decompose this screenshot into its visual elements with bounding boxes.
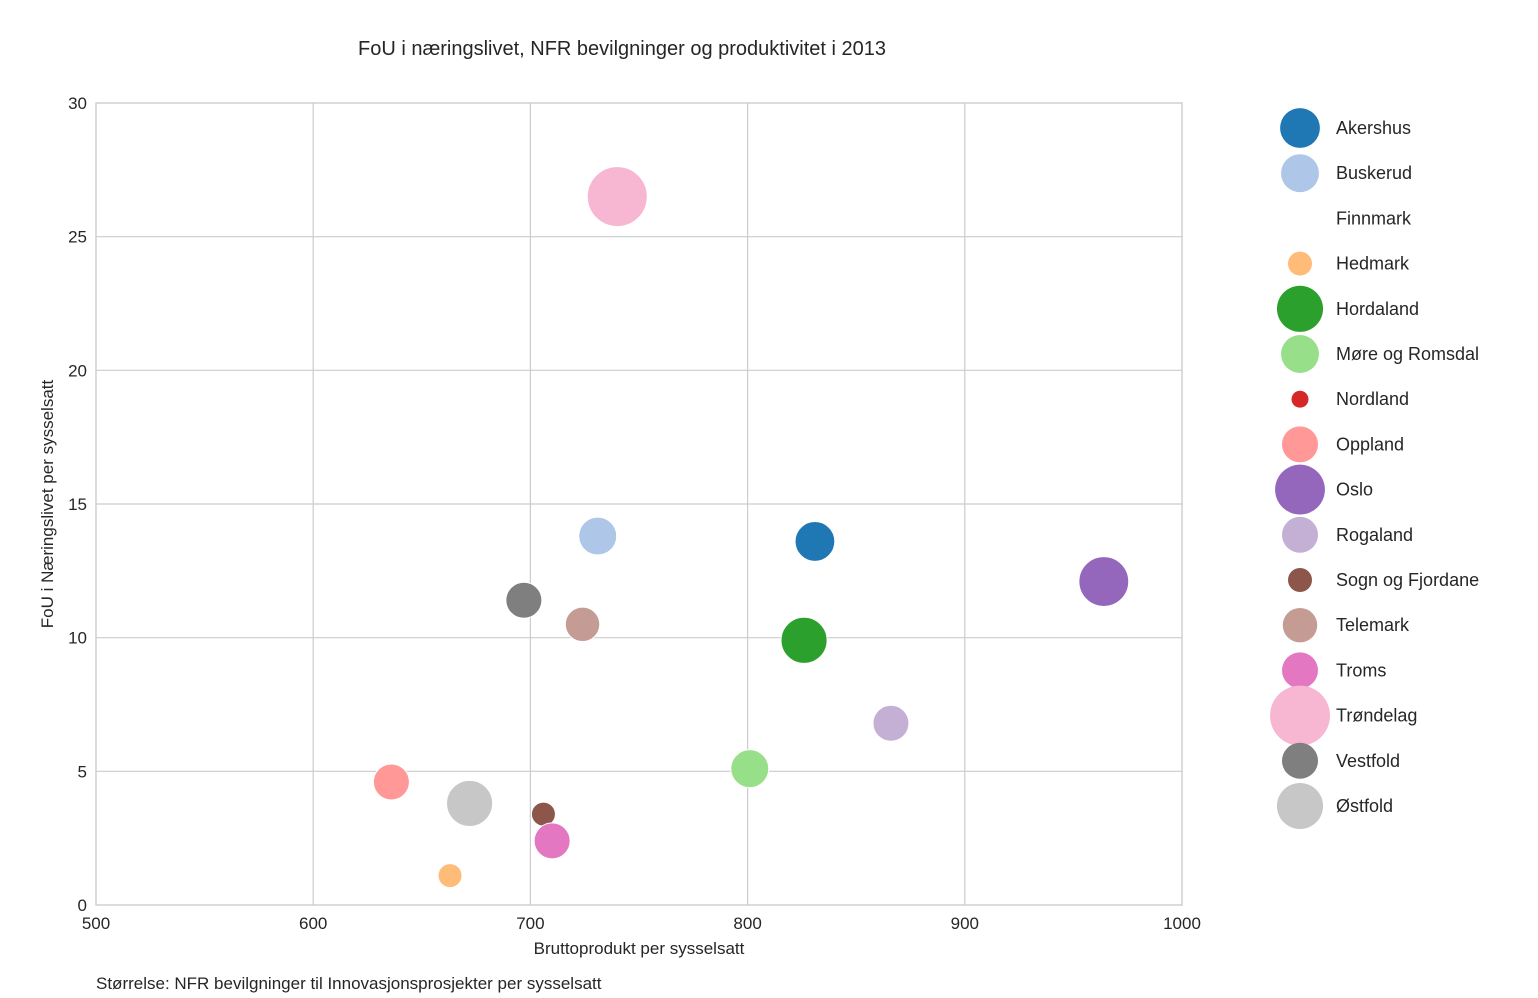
data-point xyxy=(730,749,770,789)
legend-marker xyxy=(1288,568,1312,592)
data-point xyxy=(372,763,410,801)
legend-label: Møre og Romsdal xyxy=(1336,344,1479,364)
legend-marker xyxy=(1288,251,1312,276)
x-tick-label: 900 xyxy=(951,914,979,933)
data-point xyxy=(446,779,494,827)
legend-label: Vestfold xyxy=(1336,751,1400,771)
x-tick-label: 1000 xyxy=(1163,914,1201,933)
data-point xyxy=(564,606,601,643)
y-axis-label: FoU i Næringslivet per sysselsatt xyxy=(38,379,57,628)
data-point xyxy=(586,166,648,228)
y-tick-label: 15 xyxy=(68,495,87,514)
grid-lines xyxy=(96,103,1182,905)
legend-label: Hedmark xyxy=(1336,254,1410,274)
axis-ticks: 500 600 700 800 900 1000 0 5 10 15 20 25 30 xyxy=(68,94,1201,933)
legend-label: Finnmark xyxy=(1336,208,1412,228)
data-point xyxy=(780,616,828,664)
legend-label: Rogaland xyxy=(1336,525,1413,545)
legend-marker xyxy=(1282,742,1318,779)
data-points xyxy=(372,166,1130,889)
legend-label: Nordland xyxy=(1336,389,1409,409)
legend-marker xyxy=(1276,782,1324,830)
legend-label: Hordaland xyxy=(1336,299,1419,319)
legend-label: Trøndelag xyxy=(1336,706,1417,726)
y-tick-label: 5 xyxy=(78,762,87,781)
x-axis-label: Bruttoprodukt per sysselsatt xyxy=(534,939,745,958)
legend-marker xyxy=(1276,285,1324,332)
y-tick-label: 10 xyxy=(68,629,87,648)
legend-marker xyxy=(1282,607,1318,643)
legend-label: Buskerud xyxy=(1336,163,1412,183)
size-caption: Størrelse: NFR bevilgninger til Innovasj… xyxy=(96,974,602,993)
x-tick-label: 500 xyxy=(82,914,110,933)
chart-title: FoU i næringslivet, NFR bevilgninger og … xyxy=(358,38,886,60)
y-tick-label: 0 xyxy=(78,896,87,915)
legend-marker xyxy=(1282,516,1318,553)
legend-marker xyxy=(1282,426,1318,463)
data-point xyxy=(505,581,543,619)
data-point xyxy=(437,863,463,889)
y-tick-label: 25 xyxy=(68,228,87,247)
legend-marker xyxy=(1275,464,1325,515)
y-tick-label: 20 xyxy=(68,361,87,380)
x-tick-label: 800 xyxy=(733,914,761,933)
legend-label: Telemark xyxy=(1336,615,1410,635)
legend-label: Oppland xyxy=(1336,434,1404,454)
data-point xyxy=(794,521,836,562)
legend-label: Akershus xyxy=(1336,118,1411,138)
legend-marker xyxy=(1282,652,1318,689)
legend-marker xyxy=(1281,154,1319,193)
data-point xyxy=(533,822,571,860)
legend-marker xyxy=(1280,108,1320,148)
legend: Akershus Buskerud Finnmark Hedmark Hordaland… xyxy=(1270,108,1479,830)
data-point xyxy=(872,704,910,742)
legend-label: Østfold xyxy=(1336,796,1393,816)
y-tick-label: 30 xyxy=(68,94,87,113)
legend-marker xyxy=(1270,685,1330,746)
x-tick-label: 700 xyxy=(516,914,544,933)
legend-label: Oslo xyxy=(1336,480,1373,500)
legend-marker xyxy=(1281,335,1319,373)
legend-label: Troms xyxy=(1336,660,1386,680)
legend-marker xyxy=(1291,390,1309,408)
x-tick-label: 600 xyxy=(299,914,327,933)
data-point xyxy=(1078,556,1130,607)
data-point xyxy=(578,516,618,556)
legend-label: Sogn og Fjordane xyxy=(1336,570,1479,590)
